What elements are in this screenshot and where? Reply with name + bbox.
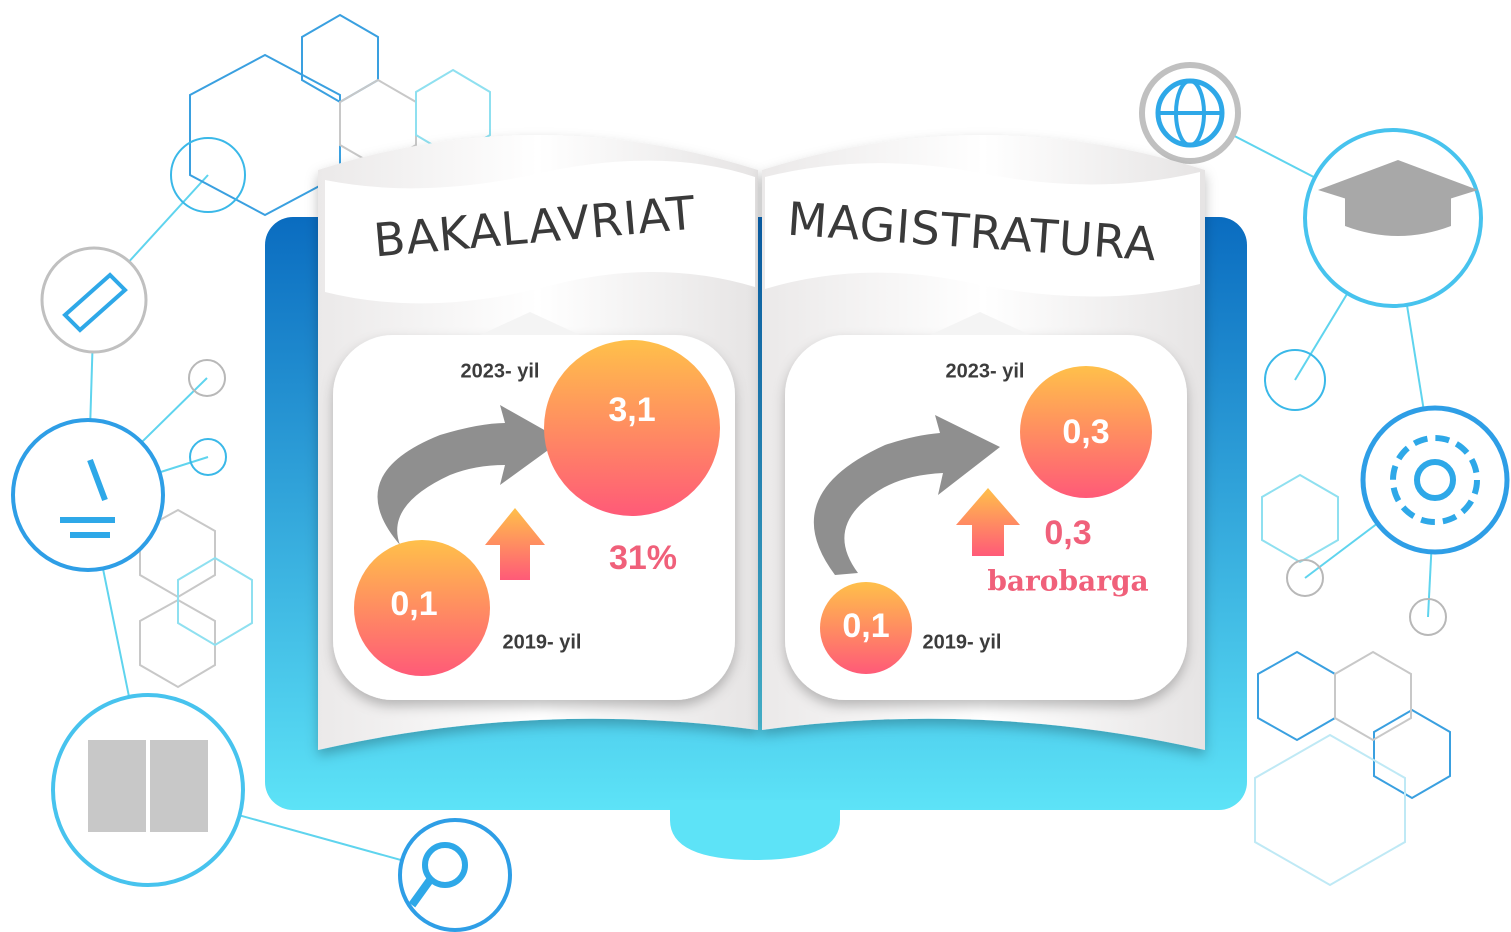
growth-label: 0,3	[1044, 514, 1091, 552]
growth-label: 31%	[609, 539, 677, 577]
year-label: 2019- yil	[923, 631, 1002, 653]
bubble	[1020, 366, 1152, 498]
value-label: 0,1	[390, 585, 437, 623]
value-label: 3,1	[608, 391, 655, 429]
growth-note: barobarga	[987, 565, 1148, 598]
bubble	[820, 582, 912, 674]
decoration	[11, 13, 1510, 932]
value-label: 0,3	[1062, 413, 1109, 451]
value-label: 0,1	[842, 607, 889, 645]
year-label: 2019- yil	[503, 631, 582, 653]
bubble	[354, 540, 490, 676]
bubble	[544, 340, 720, 516]
year-label: 2023- yil	[461, 360, 540, 382]
year-label: 2023- yil	[946, 360, 1025, 382]
